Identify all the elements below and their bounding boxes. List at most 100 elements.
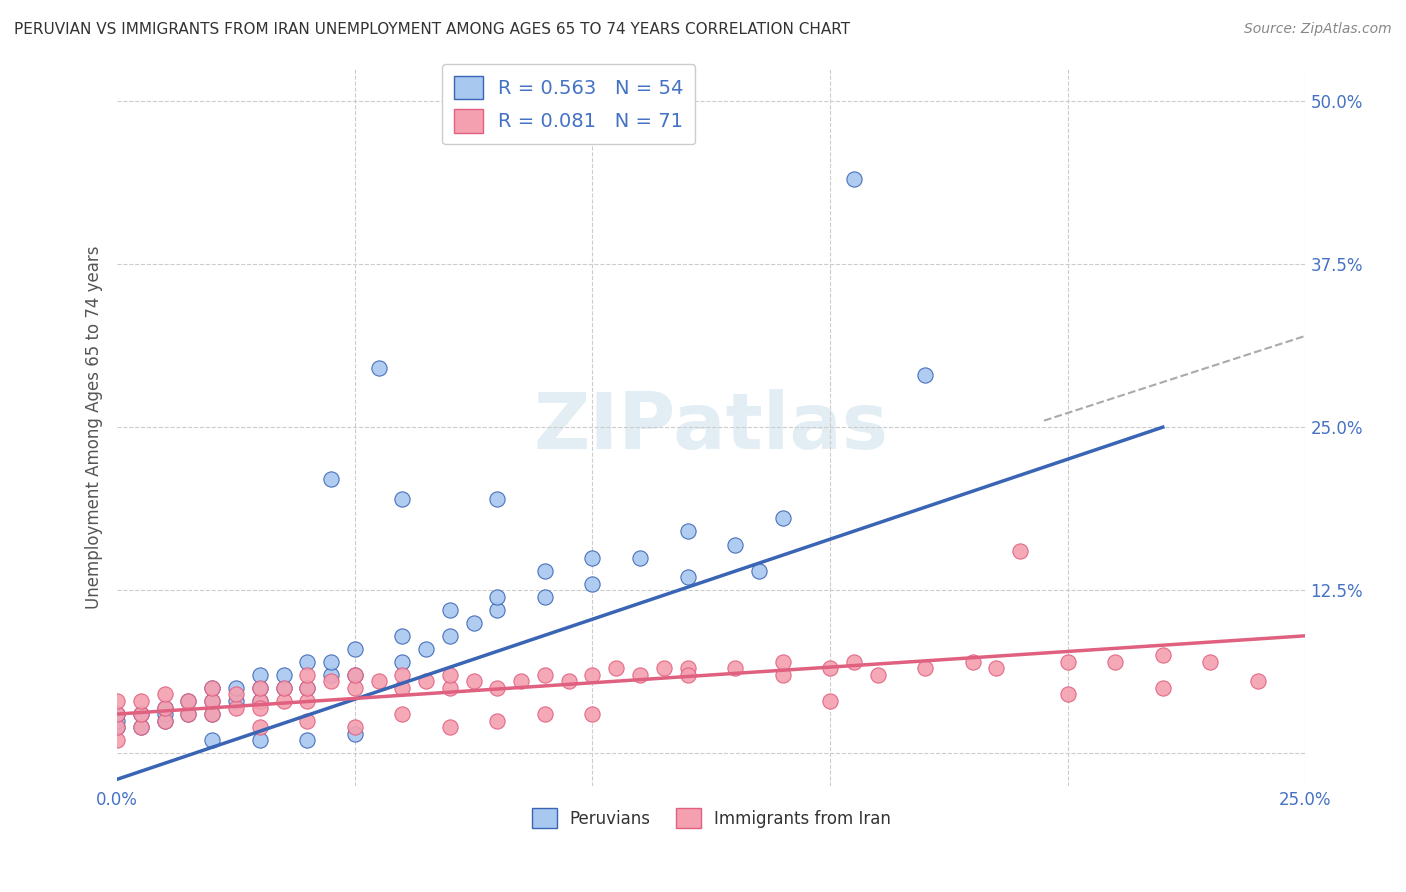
Point <box>486 590 509 604</box>
Point <box>1247 674 1270 689</box>
Point <box>581 576 603 591</box>
Point <box>391 629 413 643</box>
Point <box>153 714 176 728</box>
Point <box>1104 655 1126 669</box>
Point <box>105 720 128 734</box>
Point <box>724 537 747 551</box>
Point <box>177 694 200 708</box>
Point <box>534 590 557 604</box>
Point <box>986 661 1008 675</box>
Point <box>1152 648 1174 663</box>
Point <box>249 720 271 734</box>
Point <box>463 615 485 630</box>
Point <box>772 668 794 682</box>
Point <box>105 707 128 722</box>
Point <box>581 707 603 722</box>
Point <box>439 720 461 734</box>
Point <box>439 668 461 682</box>
Point <box>319 674 342 689</box>
Point <box>676 524 699 539</box>
Point <box>249 694 271 708</box>
Legend: Peruvians, Immigrants from Iran: Peruvians, Immigrants from Iran <box>524 801 897 835</box>
Point <box>249 681 271 695</box>
Point <box>652 661 675 675</box>
Point <box>772 655 794 669</box>
Point <box>439 681 461 695</box>
Point <box>129 707 152 722</box>
Point <box>297 668 319 682</box>
Point <box>818 694 841 708</box>
Point <box>724 661 747 675</box>
Point <box>201 694 224 708</box>
Point <box>748 564 770 578</box>
Point <box>249 700 271 714</box>
Point <box>249 694 271 708</box>
Point <box>914 661 936 675</box>
Point <box>676 668 699 682</box>
Point <box>201 681 224 695</box>
Point <box>914 368 936 382</box>
Point <box>343 681 366 695</box>
Point <box>105 707 128 722</box>
Point <box>297 694 319 708</box>
Point <box>557 674 579 689</box>
Point <box>534 668 557 682</box>
Point <box>153 700 176 714</box>
Point <box>225 700 247 714</box>
Point <box>249 733 271 747</box>
Point <box>391 668 413 682</box>
Point <box>153 714 176 728</box>
Point <box>273 694 295 708</box>
Text: PERUVIAN VS IMMIGRANTS FROM IRAN UNEMPLOYMENT AMONG AGES 65 TO 74 YEARS CORRELAT: PERUVIAN VS IMMIGRANTS FROM IRAN UNEMPLO… <box>14 22 851 37</box>
Point <box>201 733 224 747</box>
Point <box>1152 681 1174 695</box>
Point <box>129 694 152 708</box>
Point <box>581 668 603 682</box>
Point <box>772 511 794 525</box>
Point <box>486 714 509 728</box>
Point <box>201 694 224 708</box>
Point <box>866 668 889 682</box>
Point <box>177 694 200 708</box>
Point <box>297 714 319 728</box>
Point <box>463 674 485 689</box>
Point <box>391 681 413 695</box>
Point <box>273 668 295 682</box>
Point <box>343 726 366 740</box>
Point <box>343 720 366 734</box>
Point <box>962 655 984 669</box>
Point <box>225 681 247 695</box>
Point <box>676 661 699 675</box>
Point <box>343 668 366 682</box>
Point <box>391 707 413 722</box>
Point <box>1056 655 1078 669</box>
Point <box>1056 688 1078 702</box>
Point <box>581 550 603 565</box>
Point <box>201 707 224 722</box>
Point <box>105 733 128 747</box>
Point <box>177 707 200 722</box>
Point <box>486 491 509 506</box>
Point <box>486 603 509 617</box>
Point <box>534 564 557 578</box>
Point <box>249 681 271 695</box>
Point <box>415 641 437 656</box>
Point <box>486 681 509 695</box>
Point <box>367 361 389 376</box>
Point <box>1199 655 1222 669</box>
Point <box>842 172 865 186</box>
Point <box>273 681 295 695</box>
Point <box>153 688 176 702</box>
Point <box>129 720 152 734</box>
Point <box>105 720 128 734</box>
Point <box>319 655 342 669</box>
Point <box>605 661 627 675</box>
Point <box>510 674 533 689</box>
Point <box>676 570 699 584</box>
Point <box>628 550 651 565</box>
Point <box>105 714 128 728</box>
Point <box>439 603 461 617</box>
Point <box>842 655 865 669</box>
Point <box>105 694 128 708</box>
Point <box>153 707 176 722</box>
